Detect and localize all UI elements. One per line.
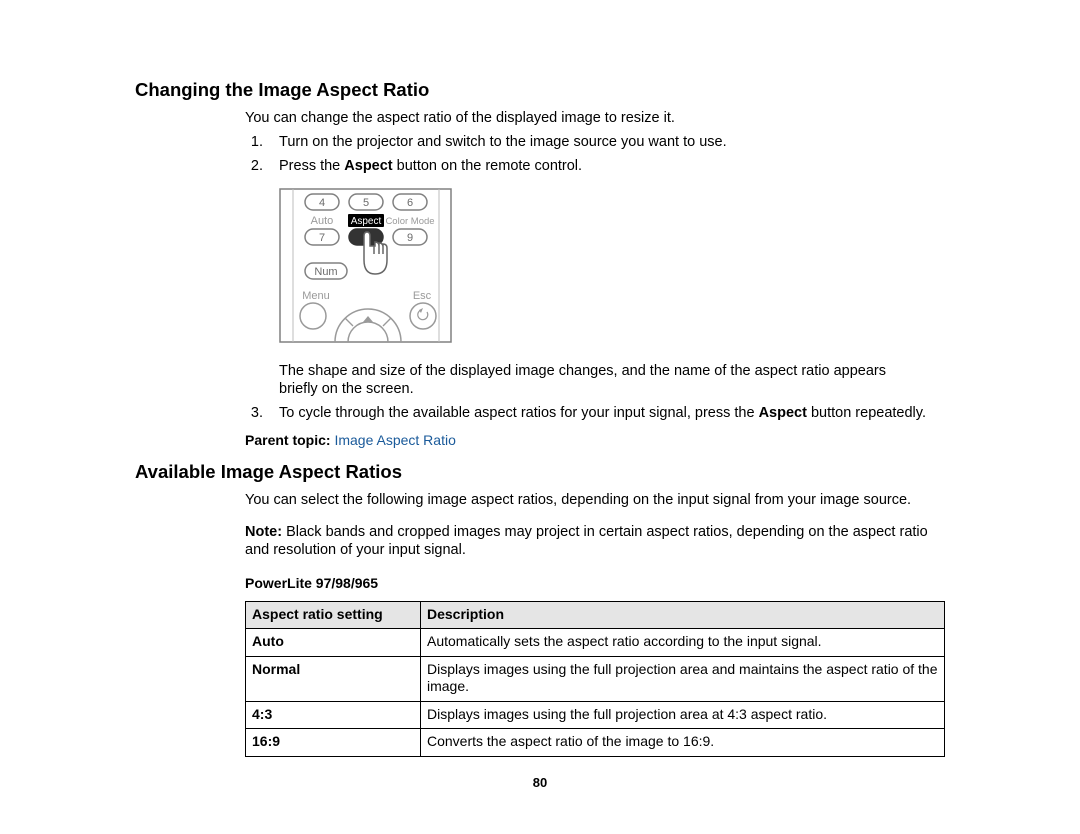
th-description: Description (421, 601, 945, 629)
step-3: To cycle through the available aspect ra… (267, 404, 945, 422)
cell-setting: 4:3 (246, 701, 421, 729)
step-2-pre: Press the (279, 158, 344, 174)
page-number: 80 (135, 775, 945, 791)
note-label: Note: (245, 524, 286, 540)
cell-desc: Displays images using the full projectio… (421, 656, 945, 701)
remote-btn-5: 5 (363, 197, 369, 209)
parent-topic-link[interactable]: Image Aspect Ratio (334, 432, 455, 448)
model-header: PowerLite 97/98/965 (245, 575, 945, 593)
table-row: Normal Displays images using the full pr… (246, 656, 945, 701)
remote-btn-6: 6 (407, 197, 413, 209)
after-figure-text: The shape and size of the displayed imag… (279, 362, 945, 398)
remote-label-colormode: Color Mode (385, 216, 434, 227)
step-1-text: Turn on the projector and switch to the … (279, 134, 727, 150)
section1-intro: You can change the aspect ratio of the d… (245, 109, 945, 127)
cell-setting: 16:9 (246, 729, 421, 757)
remote-btn-4: 4 (319, 197, 325, 209)
remote-control-figure: 4 5 6 Auto Aspect Color Mode 7 8 9 Num M… (279, 188, 945, 348)
parent-topic-label: Parent topic: (245, 432, 334, 448)
step-3-pre: To cycle through the available aspect ra… (279, 405, 759, 421)
step-2-bold: Aspect (344, 158, 392, 174)
cell-setting: Auto (246, 629, 421, 657)
heading-changing-aspect: Changing the Image Aspect Ratio (135, 78, 945, 101)
step-1: Turn on the projector and switch to the … (267, 133, 945, 151)
table-row: 4:3 Displays images using the full proje… (246, 701, 945, 729)
heading-available-ratios: Available Image Aspect Ratios (135, 460, 945, 483)
remote-btn-num: Num (314, 266, 337, 278)
parent-topic: Parent topic: Image Aspect Ratio (245, 432, 945, 450)
cell-desc: Converts the aspect ratio of the image t… (421, 729, 945, 757)
th-setting: Aspect ratio setting (246, 601, 421, 629)
step-2-post: button on the remote control. (393, 158, 582, 174)
table-header-row: Aspect ratio setting Description (246, 601, 945, 629)
remote-label-esc: Esc (413, 290, 432, 302)
remote-label-aspect: Aspect (351, 216, 382, 227)
remote-btn-9: 9 (407, 232, 413, 244)
step-3-bold: Aspect (759, 405, 807, 421)
remote-label-auto: Auto (311, 215, 334, 227)
note-body: Black bands and cropped images may proje… (245, 524, 928, 558)
section2-intro: You can select the following image aspec… (245, 491, 945, 509)
cell-desc: Automatically sets the aspect ratio acco… (421, 629, 945, 657)
table-row: Auto Automatically sets the aspect ratio… (246, 629, 945, 657)
step-2: Press the Aspect button on the remote co… (267, 157, 945, 175)
remote-btn-7: 7 (319, 232, 325, 244)
cell-desc: Displays images using the full projectio… (421, 701, 945, 729)
aspect-ratio-table: Aspect ratio setting Description Auto Au… (245, 601, 945, 757)
table-row: 16:9 Converts the aspect ratio of the im… (246, 729, 945, 757)
step-3-post: button repeatedly. (807, 405, 926, 421)
remote-label-menu: Menu (302, 290, 330, 302)
section2-note: Note: Black bands and cropped images may… (245, 523, 945, 559)
cell-setting: Normal (246, 656, 421, 701)
